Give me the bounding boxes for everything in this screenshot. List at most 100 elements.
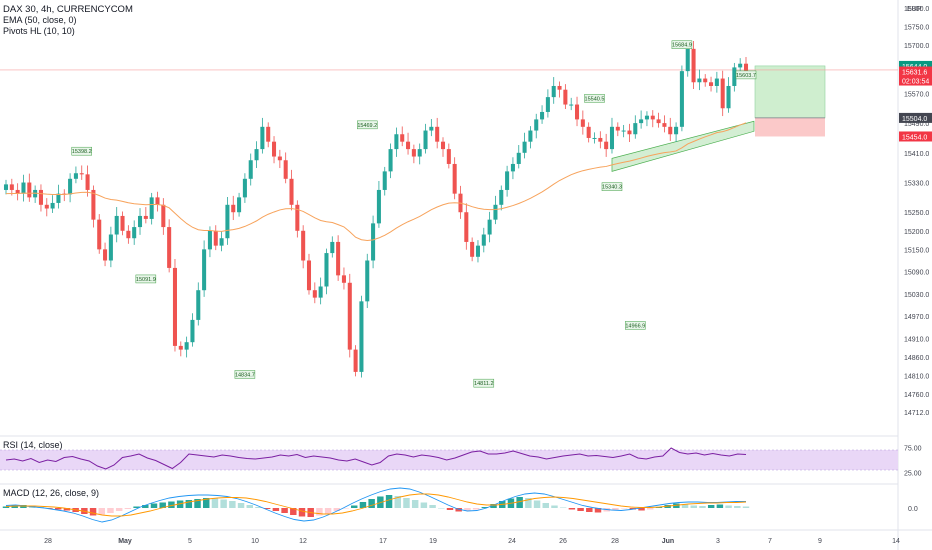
macd-hist-bar [681,504,689,508]
macd-hist-bar [490,504,497,508]
price-axis[interactable]: 15800.015750.015700.015650.015570.015490… [904,6,929,417]
profit-zone [754,65,826,119]
candle-body [196,290,201,320]
candle-body [272,141,277,157]
candle-body [248,160,253,179]
macd-hist-bar [438,508,445,509]
price-tick-label: 15570.0 [904,91,929,98]
time-axis[interactable]: 28 May 5 10 12 17 19 24 26 28 Jun 3 7 9 14 [44,538,900,545]
macd-hist-bar [516,497,523,508]
candle-body [21,182,26,194]
pivot-box [473,378,495,388]
symbol-title[interactable]: DAX 30, 4h, CURRENCYCOM [3,4,133,15]
macd-legend[interactable]: MACD (12, 26, close, 9) [3,488,100,498]
macd-hist-bar [168,501,175,508]
time-tick-label: 7 [768,538,772,545]
price-tick-label: 15700.0 [904,43,929,50]
candle-body [627,130,632,135]
candle-body [604,141,609,150]
macd-hist-bar [203,498,210,508]
candle-body [85,174,90,190]
macd-hist-bar [229,501,236,508]
macd-hist-bar [742,506,750,508]
candle-body [493,204,498,220]
macd-hist-bar [533,500,541,508]
signal-series [5,493,747,517]
macd-hist-bar [194,499,201,508]
candle-body [644,115,649,120]
macd-hist-bar [246,505,253,508]
macd-hist-bar [211,498,219,508]
candle-body [522,141,527,153]
ema-legend[interactable]: EMA (50, close, 0) [3,15,77,25]
candle-body [709,82,714,86]
price-tick-label: 15330.0 [904,181,929,188]
rsi-legend-box: RSI (14, close) [3,440,63,451]
price-tick-label: 15200.0 [904,229,929,236]
price-tick-label: 15800.0 [904,6,929,13]
price-tick-label: 15150.0 [904,247,929,254]
pivot-box [71,146,92,156]
candle-body [714,78,719,86]
candle-body [161,204,166,228]
macd-hist-bar [403,498,410,508]
price-badge [899,66,932,77]
candle-body [394,134,399,150]
macd-hist-bar [699,506,706,508]
candle-body [172,267,177,346]
macd-hist-bar [176,500,184,508]
currency-label: EUR [907,6,922,13]
pivot-box [735,70,757,80]
macd-hist-bar [612,508,619,510]
candle-body [132,227,137,239]
candle-body [691,48,696,83]
candle-body [738,63,743,68]
macd-hist-bar [385,495,393,508]
time-tick-label: 26 [559,538,567,545]
pivot-box [584,94,605,103]
macd-hist-bar [638,508,645,511]
trend-channel [611,120,755,172]
rsi-tick-label: 25.00 [904,471,922,478]
time-tick-label: 5 [188,538,192,545]
candle-body [266,126,271,142]
candle-body [184,342,189,350]
candle-body [190,319,195,343]
candle-body [289,178,294,205]
price-tick-label: 15090.0 [904,270,929,277]
candle-body [656,119,661,124]
time-tick-label: 19 [429,538,437,545]
candle-body [615,126,620,131]
pivots-legend[interactable]: Pivots HL (10, 10) [3,26,75,36]
candle-body [464,212,469,242]
macd-hist-bar [568,508,576,510]
candle-body [575,104,580,120]
candle-body [580,119,585,127]
macd-hist-bar [725,505,732,508]
macd-legend-box: MACD (12, 26, close, 9) [3,488,99,499]
pivot-box [234,370,256,379]
macd-hist-bar [46,508,53,509]
rsi-legend[interactable]: RSI (14, close) [3,440,63,450]
candle-body [108,234,113,261]
candle-body [569,104,574,106]
macd-hist-bar [586,508,593,512]
time-tick-label: Jun [662,538,674,545]
macd-hist-bar [220,499,227,508]
macd-hist-bar [272,508,280,511]
time-tick-label: May [118,538,132,545]
candle-body [242,178,247,198]
candle-body [260,126,265,150]
macd-hist-bar [255,507,262,508]
macd-hist-bar [368,499,375,508]
macd-hist-bar [89,508,97,516]
candle-body [697,78,702,83]
candle-body [283,160,288,179]
main-legend: DAX 30, 4h, CURRENCYCOM EMA (50, close, … [3,4,133,37]
price-badge-label: 15454.0 [902,134,927,141]
candle-body [38,189,43,205]
pivot-label: 15603.7 [736,73,756,79]
macd-hist-bar [525,498,532,508]
